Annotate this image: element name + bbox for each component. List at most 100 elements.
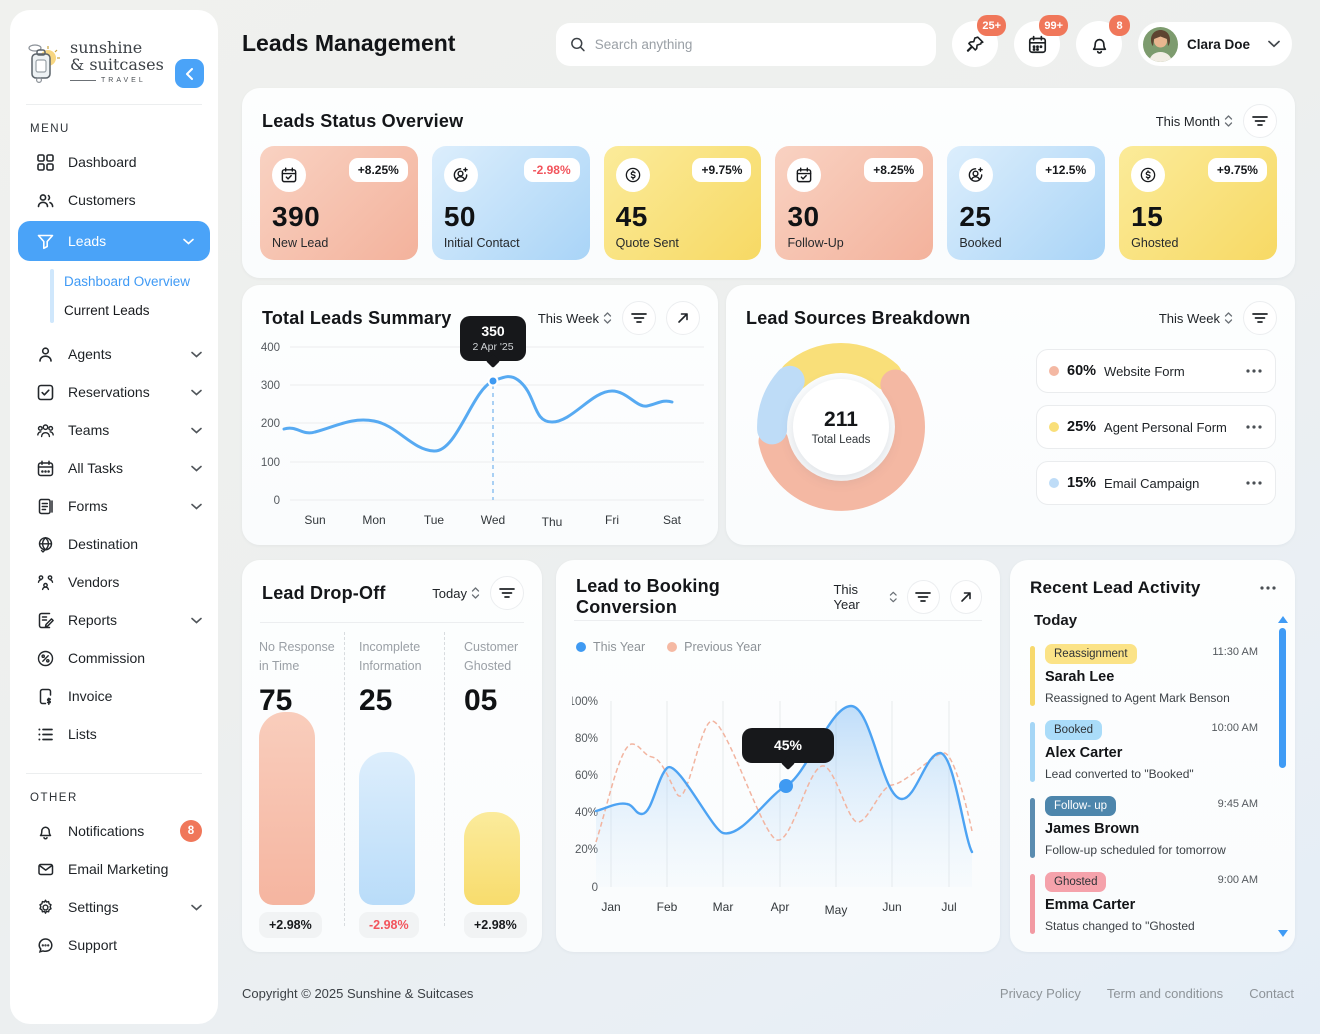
sidebar-item-customers[interactable]: Customers [10,181,218,219]
user-menu[interactable]: Clara Doe [1138,22,1292,66]
sidebar-collapse-button[interactable] [175,59,204,88]
notifications-button[interactable]: 8 [1076,15,1130,67]
leads-funnel-icon [37,234,54,249]
submenu-item-dashboard-overview[interactable]: Dashboard Overview [64,274,191,289]
ellipsis-menu-icon[interactable] [1245,480,1263,486]
footer-link-privacy[interactable]: Privacy Policy [999,986,1081,1001]
donut-segment-website-form [758,369,925,511]
status-range-select[interactable]: This Month [1156,114,1233,129]
sidebar-item-reservations[interactable]: Reservations [10,373,218,411]
legend-dot-previous-year [667,642,678,652]
sources-filter-button[interactable] [1243,301,1277,335]
lead-sources-donut-chart[interactable] [741,327,941,527]
sidebar-item-support[interactable]: Support [10,926,218,964]
activity-desc: Lead converted to "Booked" [1045,767,1194,781]
sidebar-item-settings[interactable]: Settings [10,888,218,926]
y-tick: 300 [261,380,280,392]
sidebar-item-notifications[interactable]: Notifications 8 [10,812,218,850]
status-filter-button[interactable] [1243,104,1277,138]
legend-pct: 25% [1067,419,1097,435]
footer-link-terms[interactable]: Term and conditions [1106,986,1224,1001]
status-card-booked[interactable]: +12.5% 25 Booked [947,146,1106,260]
sidebar-item-leads[interactable]: Leads [18,221,210,261]
delta-badge: +9.75% [692,158,752,182]
sidebar-item-label: Commission [68,650,146,666]
footer-link-contact[interactable]: Contact [1249,986,1294,1001]
calendar-icon [1028,35,1046,53]
status-card-new-lead[interactable]: +8.25% 390 New Lead [260,146,418,260]
activity-item[interactable]: Booked 10:00 AM Alex Carter Lead convert… [1030,720,1258,784]
activity-accent-bar [1030,646,1035,706]
status-card-initial-contact[interactable]: -2.98% 50 Initial Contact [431,146,590,260]
sidebar-item-forms[interactable]: Forms [10,487,218,525]
activity-desc: Follow-up scheduled for tomorrow [1045,843,1226,857]
summary-filter-button[interactable] [622,301,656,335]
invoice-icon [39,688,52,705]
sidebar-item-label: Reservations [68,384,150,400]
logo-line1: sunshine [70,38,143,57]
scroll-down-arrow[interactable] [1278,930,1288,937]
scroll-up-arrow[interactable] [1278,616,1288,623]
card-label: Follow-Up [787,236,844,250]
delta-badge: -2.98% [523,158,580,182]
status-card-quote-sent[interactable]: +9.75% 45 Quote Sent [603,146,762,260]
dropoff-range-select[interactable]: Today [432,586,480,601]
conversion-filter-button[interactable] [907,580,940,614]
total-leads-summary-panel: Total Leads Summary This Week 400 300 20… [242,285,718,545]
search-input[interactable] [594,37,922,52]
activity-item[interactable]: Ghosted 9:00 AM Emma Carter Status chang… [1030,872,1258,936]
dollar-circle-icon [1140,167,1156,183]
conversion-area-chart[interactable]: 100% 80% 60% 40% 20% 0 Jan Feb Mar Apr M… [572,668,984,928]
other-section-label: OTHER [30,792,78,804]
sidebar-item-vendors[interactable]: Vendors [10,563,218,601]
activity-name: Sarah Lee [1045,669,1115,685]
x-tick: May [825,903,848,917]
summary-range-select[interactable]: This Week [538,311,612,326]
pin-icon [966,35,984,52]
legend-row-email-campaign: 15% Email Campaign [1036,461,1276,505]
sidebar-item-label: Lists [68,726,97,742]
ellipsis-menu-icon[interactable] [1245,368,1263,374]
y-tick: 0 [592,882,598,894]
sidebar-item-destination[interactable]: Destination [10,525,218,563]
summary-expand-button[interactable] [666,301,700,335]
calendar-button[interactable]: 99+ [1014,15,1068,67]
sidebar-item-label: Customers [68,192,136,208]
user-plus-icon [968,167,984,182]
activity-scrollbar-thumb[interactable] [1279,628,1286,768]
sidebar-item-commission[interactable]: Commission [10,639,218,677]
pin-button[interactable]: 25+ [952,15,1006,67]
legend-dot [1049,422,1059,432]
submenu-item-current-leads[interactable]: Current Leads [64,303,150,318]
conversion-expand-button[interactable] [949,580,983,614]
filter-icon [1252,313,1268,323]
dropoff-bar-ghosted [464,812,520,905]
ellipsis-menu-icon[interactable] [1245,424,1263,430]
activity-item[interactable]: Follow- up 9:45 AM James Brown Follow-up… [1030,796,1258,860]
dropoff-label: Incomplete Information [359,640,422,673]
status-card-follow-up[interactable]: +8.25% 30 Follow-Up [775,146,934,260]
dropoff-filter-button[interactable] [490,576,524,610]
sidebar-item-reports[interactable]: Reports [10,601,218,639]
activity-name: James Brown [1045,821,1140,837]
calendar-check-icon [281,167,297,183]
sidebar-item-agents[interactable]: Agents [10,335,218,373]
sidebar-item-lists[interactable]: Lists [10,715,218,753]
sources-range-select[interactable]: This Week [1159,311,1233,326]
sidebar-item-email-marketing[interactable]: Email Marketing [10,850,218,888]
activity-time: 9:00 AM [1217,874,1258,886]
conversion-range-select[interactable]: This Year [833,582,897,612]
tooltip-value: 45% [773,737,803,753]
sidebar-item-all-tasks[interactable]: All Tasks [10,449,218,487]
sidebar-item-teams[interactable]: Teams [10,411,218,449]
status-card-ghosted[interactable]: +9.75% 15 Ghosted [1119,146,1277,260]
card-value: 30 [787,201,820,232]
card-label: Booked [959,236,1002,250]
activity-item[interactable]: Reassignment 11:30 AM Sarah Lee Reassign… [1030,644,1258,708]
tasks-calendar-icon [37,460,54,476]
sidebar-item-invoice[interactable]: Invoice [10,677,218,715]
expand-arrow-icon [678,313,688,323]
ellipsis-menu-icon[interactable] [1259,585,1277,591]
sidebar-item-dashboard[interactable]: Dashboard [10,143,218,181]
sort-updown-icon [603,312,612,324]
